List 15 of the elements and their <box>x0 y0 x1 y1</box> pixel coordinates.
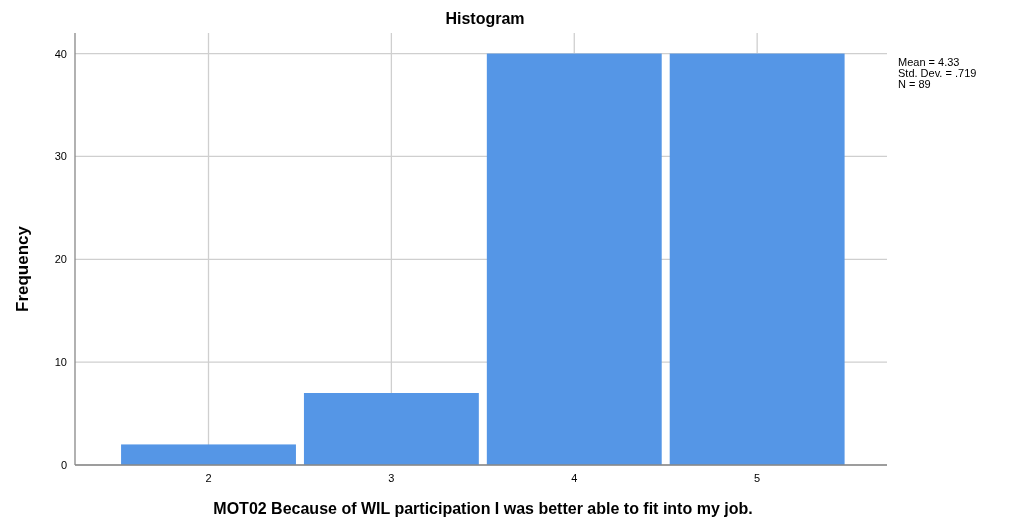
x-axis-title: MOT02 Because of WIL participation I was better able to fit into my job. <box>213 500 753 517</box>
text: Mean = 4.33 <box>898 56 960 68</box>
y-tick-label: 20 <box>54 253 67 266</box>
x-tick-label: 3 <box>388 472 395 484</box>
y-tick-label: 0 <box>60 459 67 471</box>
y-tick-label: 10 <box>54 356 67 369</box>
x-tick-label: 2 <box>205 472 212 484</box>
text: Std. Dev. = .719 <box>898 67 977 79</box>
chart-title: Histogram <box>445 10 525 27</box>
x-tick-label: 4 <box>571 472 578 484</box>
y-tick-label: 40 <box>54 47 67 60</box>
text: N = 89 <box>898 78 931 90</box>
x-tick-label: 5 <box>754 472 761 484</box>
y-axis-title: Frequency <box>13 225 32 312</box>
y-tick-label: 30 <box>54 150 67 163</box>
